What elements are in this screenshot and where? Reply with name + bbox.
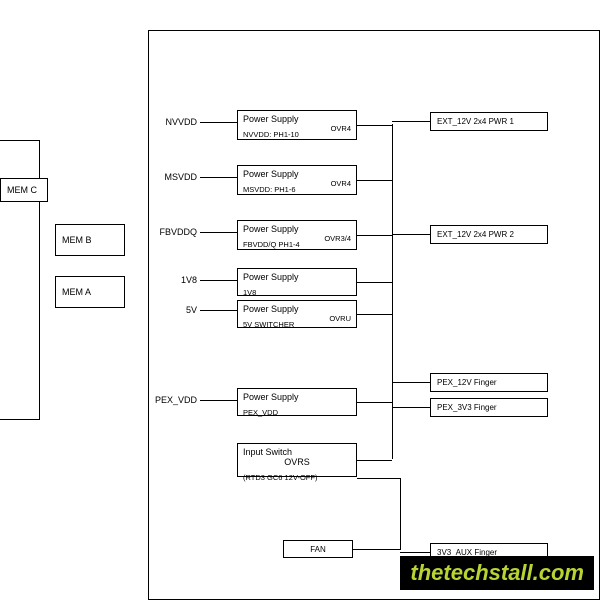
rail-label-msvdd: MSVDD	[155, 172, 197, 182]
bus-to-pwr-line	[392, 234, 430, 235]
fan-box: FAN	[283, 540, 353, 558]
ps-sub: (RTD3 GC6 12V-OFF)	[243, 473, 317, 482]
ps-sub-right: OVR4	[331, 124, 351, 133]
power-supply-box-0: Power Supply NVVDD: PH1-10 OVR4	[237, 110, 357, 140]
mem-block-0: MEM C	[0, 178, 48, 202]
ps-sub: MSVDD: PH1-6	[243, 185, 296, 194]
ps-title: Power Supply	[243, 114, 351, 124]
ps-to-bus-line	[357, 180, 392, 181]
ps-title: Power Supply	[243, 272, 351, 282]
power-supply-box-1: Power Supply MSVDD: PH1-6 OVR4	[237, 165, 357, 195]
mem-block-label: MEM A	[62, 287, 91, 297]
power-supply-box-3: Power Supply 1V8	[237, 268, 357, 296]
ps-sub: NVVDD: PH1-10	[243, 130, 299, 139]
ps-to-bus-line	[357, 402, 392, 403]
rail-label-fbvddq: FBVDDQ	[155, 227, 197, 237]
power-supply-box-2: Power Supply FBVDD/Q PH1-4 OVR3/4	[237, 220, 357, 250]
rail-label-nvvdd: NVVDD	[155, 117, 197, 127]
ps-to-bus-line	[357, 282, 392, 283]
ps-sub: FBVDD/Q PH1-4	[243, 240, 300, 249]
rail-line	[200, 400, 237, 401]
bus-to-pwr-line	[392, 121, 430, 122]
pwr-connector-box-1: EXT_12V 2x4 PWR 2	[430, 225, 548, 244]
aux-bus-line	[400, 478, 401, 550]
mem-block-label: MEM C	[7, 185, 37, 195]
fan-to-bus-line	[353, 549, 400, 550]
ps-to-bus-line	[357, 460, 392, 461]
rail-line	[200, 232, 237, 233]
ps-sub-right: OVR3/4	[324, 234, 351, 243]
power-supply-box-5: Power Supply PEX_VDD	[237, 388, 357, 416]
ps-title: Power Supply	[243, 224, 351, 234]
ps-to-bus-line	[357, 314, 392, 315]
rail-line	[200, 122, 237, 123]
ps-sub: 5V SWITCHER	[243, 320, 294, 329]
rail-line	[200, 310, 237, 311]
rail-label-5v: 5V	[155, 305, 197, 315]
bus-to-pwr-line	[392, 382, 430, 383]
ps-sub: 1V8	[243, 288, 256, 297]
ps-sub-right: OVRU	[329, 314, 351, 323]
ps-ovrs: OVRS	[243, 457, 351, 467]
ps-title: Power Supply	[243, 304, 351, 314]
mem-block-2: MEM A	[55, 276, 125, 308]
rail-line	[200, 177, 237, 178]
mem-block-label: MEM B	[62, 235, 92, 245]
mem-block-1: MEM B	[55, 224, 125, 256]
ps-title: Power Supply	[243, 169, 351, 179]
main-bus-line	[392, 124, 393, 459]
ps-to-bus-line	[357, 235, 392, 236]
ps-sub-right: OVR4	[331, 179, 351, 188]
pwr-connector-box-3: PEX_3V3 Finger	[430, 398, 548, 417]
pwr-connector-box-0: EXT_12V 2x4 PWR 1	[430, 112, 548, 131]
pwr-connector-box-2: PEX_12V Finger	[430, 373, 548, 392]
power-supply-box-4: Power Supply 5V SWITCHER OVRU	[237, 300, 357, 328]
rail-line	[200, 280, 237, 281]
power-supply-box-6: Input SwitchOVRS(RTD3 GC6 12V-OFF)	[237, 443, 357, 477]
ps-to-bus-line	[357, 125, 392, 126]
bus-to-pwr-line	[392, 407, 430, 408]
watermark: thetechstall.com	[400, 556, 594, 590]
ps-title: Input Switch	[243, 447, 351, 457]
rail-label-pex_vdd: PEX_VDD	[155, 395, 197, 405]
switch-to-aux-line	[357, 478, 400, 479]
ps-title: Power Supply	[243, 392, 351, 402]
bus-to-pwr-line	[400, 552, 430, 553]
rail-label-1v8: 1V8	[155, 275, 197, 285]
ps-sub: PEX_VDD	[243, 408, 278, 417]
